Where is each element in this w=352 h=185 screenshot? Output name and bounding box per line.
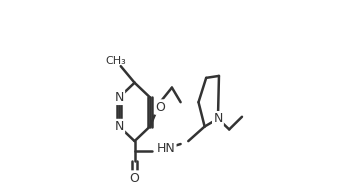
Text: N: N: [213, 112, 222, 125]
Text: O: O: [155, 101, 165, 114]
Text: N: N: [114, 91, 124, 104]
Text: O: O: [130, 172, 139, 185]
Text: N: N: [114, 120, 124, 133]
Text: CH₃: CH₃: [105, 56, 126, 66]
Text: HN: HN: [157, 142, 175, 155]
